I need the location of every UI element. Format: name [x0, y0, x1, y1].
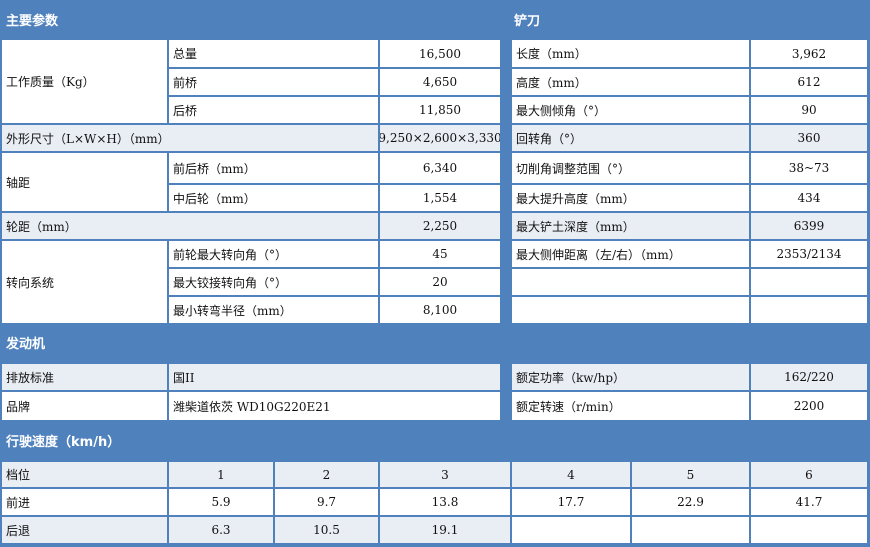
blade-item-value: 612 — [751, 69, 867, 95]
reverse-cell: 6.3 — [169, 517, 273, 543]
reverse-cell — [751, 517, 867, 543]
weight-item-label: 后桥 — [169, 97, 378, 123]
reverse-row-label: 后退 — [2, 517, 167, 543]
rated-speed-value: 2200 — [751, 392, 867, 420]
wheelbase-item-label: 前后桥（mm） — [169, 153, 378, 183]
forward-cell: 9.7 — [275, 489, 378, 515]
forward-cell: 17.7 — [512, 489, 630, 515]
steering-item-value: 45 — [380, 241, 500, 267]
blade-item-value: 360 — [751, 125, 867, 151]
steering-item-label: 最小转弯半径（mm） — [169, 297, 378, 323]
steering-item-label: 前轮最大转向角（°） — [169, 241, 378, 267]
reverse-cell — [512, 517, 630, 543]
brand-value: 潍柴道依茨 WD10G220E21 — [169, 392, 500, 420]
weight-item-label: 总量 — [169, 40, 378, 67]
reverse-cell — [632, 517, 749, 543]
track-label: 轮距（mm） — [2, 213, 378, 239]
section-title-main-params: 主要参数 — [6, 13, 59, 29]
steering-item-value: 20 — [380, 269, 500, 295]
weight-item-value: 16,500 — [380, 40, 500, 67]
forward-row-label: 前进 — [2, 489, 167, 515]
power-value: 162/220 — [751, 364, 867, 390]
blade-item-value: 6399 — [751, 213, 867, 239]
blade-item-label: 最大提升高度（mm） — [512, 185, 749, 211]
gear-row-label: 档位 — [2, 462, 167, 487]
forward-cell: 13.8 — [380, 489, 510, 515]
blade-item-label: 长度（mm） — [512, 40, 749, 67]
gear-cell: 1 — [169, 462, 273, 487]
wheelbase-item-value: 6,340 — [380, 153, 500, 183]
weight-label: 工作质量（Kg） — [2, 40, 167, 123]
weight-item-value: 4,650 — [380, 69, 500, 95]
blade-item-label: 最大侧倾角（°） — [512, 97, 749, 123]
dimensions-label: 外形尺寸（L×W×H）（mm） — [2, 125, 378, 151]
forward-cell: 22.9 — [632, 489, 749, 515]
track-value: 2,250 — [380, 213, 500, 239]
blade-item-value: 90 — [751, 97, 867, 123]
blade-item-value: 434 — [751, 185, 867, 211]
wheelbase-item-value: 1,554 — [380, 185, 500, 211]
blade-item-value — [751, 269, 867, 295]
wheelbase-label: 轴距 — [2, 153, 167, 211]
steering-label: 转向系统 — [2, 241, 167, 323]
weight-item-label: 前桥 — [169, 69, 378, 95]
blade-item-label — [512, 297, 749, 323]
blade-item-label: 高度（mm） — [512, 69, 749, 95]
blade-item-label: 切削角调整范围（°） — [512, 153, 749, 183]
blade-item-value: 3,962 — [751, 40, 867, 67]
emission-value: 国II — [169, 364, 500, 390]
blade-item-value — [751, 297, 867, 323]
emission-label: 排放标准 — [2, 364, 167, 390]
section-title-travel-speed: 行驶速度（km/h） — [6, 434, 121, 450]
reverse-cell: 10.5 — [275, 517, 378, 543]
gear-cell: 2 — [275, 462, 378, 487]
weight-item-value: 11,850 — [380, 97, 500, 123]
blade-item-label: 回转角（°） — [512, 125, 749, 151]
power-label: 额定功率（kw/hp） — [512, 364, 749, 390]
blade-item-label — [512, 269, 749, 295]
blade-item-value: 2353/2134 — [751, 241, 867, 267]
forward-cell: 5.9 — [169, 489, 273, 515]
rated-speed-label: 额定转速（r/min） — [512, 392, 749, 420]
gear-cell: 5 — [632, 462, 749, 487]
gear-cell: 4 — [512, 462, 630, 487]
gear-cell: 3 — [380, 462, 510, 487]
steering-item-value: 8,100 — [380, 297, 500, 323]
forward-cell: 41.7 — [751, 489, 867, 515]
dimensions-value: 9,250×2,600×3,330 — [380, 125, 500, 151]
blade-item-label: 最大侧伸距离（左/右）（mm） — [512, 241, 749, 267]
blade-item-value: 38~73 — [751, 153, 867, 183]
gear-cell: 6 — [751, 462, 867, 487]
brand-label: 品牌 — [2, 392, 167, 420]
reverse-cell: 19.1 — [380, 517, 510, 543]
steering-item-label: 最大铰接转向角（°） — [169, 269, 378, 295]
wheelbase-item-label: 中后轮（mm） — [169, 185, 378, 211]
section-title-engine: 发动机 — [6, 337, 46, 352]
blade-item-label: 最大铲土深度（mm） — [512, 213, 749, 239]
section-title-blade: 铲刀 — [514, 13, 541, 29]
